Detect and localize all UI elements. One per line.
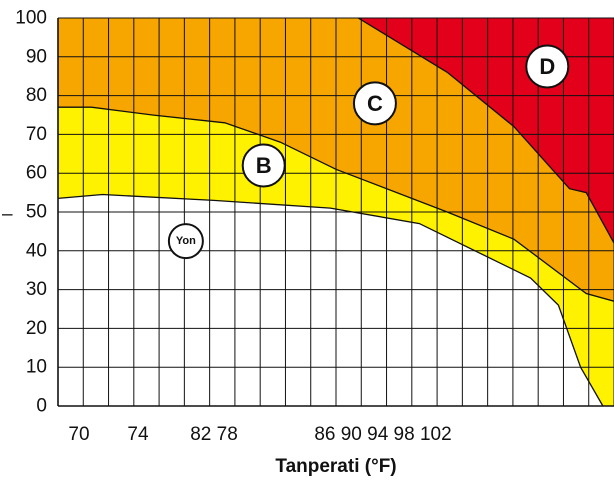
y-tick-label: 0 xyxy=(36,396,47,417)
y-tick-label: 70 xyxy=(26,124,47,145)
zone-marker-circle xyxy=(167,223,204,260)
zone-marker-circle xyxy=(525,44,570,89)
x-tick-label: 86 90 94 98 102 xyxy=(314,424,451,445)
x-tick-label: 82 78 xyxy=(190,424,238,445)
zone-marker-label: B xyxy=(256,153,272,178)
x-tick-label: 74 xyxy=(127,424,149,445)
y-tick-label: 100 xyxy=(15,8,47,29)
y-tick-label: 50 xyxy=(26,202,47,223)
y-axis-ticks: 0 10 20 30 40 50 60 70 80 90 100 xyxy=(15,8,47,417)
y-tick-label: 60 xyxy=(26,163,47,184)
zone-marker-label: Yon xyxy=(176,235,196,247)
zone-marker-label: C xyxy=(367,91,383,116)
y-side-mark: – xyxy=(2,204,13,225)
y-tick-label: 30 xyxy=(26,279,47,300)
zone-markers: Yon B C D xyxy=(167,44,570,260)
zone-marker-b: B xyxy=(241,143,286,188)
zone-marker-label: D xyxy=(539,54,555,79)
x-axis-ticks: 70 74 82 78 86 90 94 98 102 xyxy=(68,424,451,445)
boundary-orange-red xyxy=(357,17,614,244)
y-tick-label: 10 xyxy=(26,357,47,378)
boundary-yellow-orange xyxy=(58,106,614,302)
x-axis-label: Tanperati (°F) xyxy=(275,456,396,477)
y-tick-label: 90 xyxy=(26,46,47,67)
zone-marker-yon: Yon xyxy=(167,223,204,260)
y-tick-label: 40 xyxy=(26,240,47,261)
x-tick-label: 70 xyxy=(68,424,89,445)
zone-marker-circle xyxy=(241,143,286,188)
boundary-white-yellow xyxy=(57,193,604,407)
y-tick-label: 20 xyxy=(26,318,47,339)
zone-marker-c: C xyxy=(352,81,397,126)
zone-marker-d: D xyxy=(525,44,570,89)
boundary-layer xyxy=(57,17,614,407)
zone-marker-circle xyxy=(352,81,397,126)
y-tick-label: 80 xyxy=(26,85,47,106)
grid-layer xyxy=(57,17,614,407)
